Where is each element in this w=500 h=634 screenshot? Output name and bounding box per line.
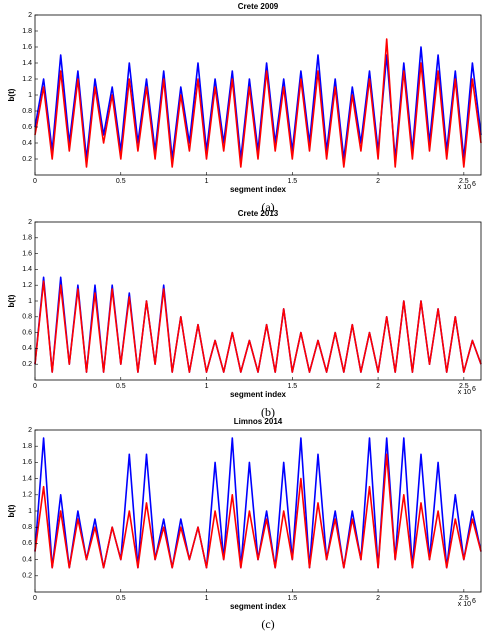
x-tick-label: 1.5 (287, 595, 297, 602)
y-tick-label: 1.6 (22, 459, 32, 466)
chart-title: Crete 2013 (238, 209, 279, 218)
x-axis-label: segment index (230, 602, 287, 611)
x-multiplier-exp: 6 (472, 598, 476, 605)
x-tick-label: 0 (33, 383, 37, 390)
y-axis-label: b(t) (7, 294, 16, 307)
x-multiplier: x 10 (458, 601, 471, 608)
y-tick-label: 1.8 (22, 235, 32, 242)
y-tick-label: 0.8 (22, 524, 32, 531)
x-multiplier-exp: 6 (472, 181, 476, 188)
x-tick-label: 1 (205, 178, 209, 185)
y-tick-label: 0.4 (22, 345, 32, 352)
y-tick-label: 0.2 (22, 156, 32, 163)
y-tick-label: 2 (28, 12, 32, 19)
x-tick-label: 2 (376, 595, 380, 602)
y-tick-label: 0.2 (22, 361, 32, 368)
plot-area (35, 430, 481, 592)
series-line (34, 280, 482, 373)
x-tick-label: 2.5 (459, 178, 469, 185)
y-tick-label: 1 (28, 92, 32, 99)
y-axis-label: b(t) (7, 504, 16, 517)
caption: (c) (261, 617, 274, 631)
y-tick-label: 0.2 (22, 573, 32, 580)
y-tick-label: 1.6 (22, 44, 32, 51)
y-tick-label: 0.4 (22, 556, 32, 563)
x-multiplier: x 10 (458, 184, 471, 191)
x-tick-label: 0.5 (116, 178, 126, 185)
caption: (a) (261, 200, 274, 214)
y-tick-label: 1.4 (22, 475, 32, 482)
x-tick-label: 2 (376, 178, 380, 185)
x-multiplier: x 10 (458, 389, 471, 396)
caption: (b) (261, 405, 275, 419)
y-tick-label: 0.6 (22, 540, 32, 547)
y-tick-label: 1.8 (22, 443, 32, 450)
x-tick-label: 0.5 (116, 383, 126, 390)
y-tick-label: 1 (28, 298, 32, 305)
y-tick-label: 0.8 (22, 108, 32, 115)
x-tick-label: 0 (33, 595, 37, 602)
x-tick-label: 2 (376, 383, 380, 390)
y-tick-label: 0.8 (22, 314, 32, 321)
y-tick-label: 1.2 (22, 76, 32, 83)
x-tick-label: 0.5 (116, 595, 126, 602)
series-line (34, 453, 482, 569)
x-tick-label: 1.5 (287, 178, 297, 185)
y-axis-label: b(t) (7, 88, 16, 101)
x-tick-label: 2.5 (459, 595, 469, 602)
y-tick-label: 2 (28, 219, 32, 226)
y-tick-label: 1.6 (22, 250, 32, 257)
y-tick-label: 1.2 (22, 282, 32, 289)
x-tick-label: 2.5 (459, 383, 469, 390)
x-tick-label: 1.5 (287, 383, 297, 390)
chart-title: Limnos 2014 (234, 417, 283, 426)
x-axis-label: segment index (230, 185, 287, 194)
x-multiplier-exp: 6 (472, 386, 476, 393)
x-tick-label: 0 (33, 178, 37, 185)
x-tick-label: 1 (205, 383, 209, 390)
y-tick-label: 1.4 (22, 60, 32, 67)
chart-title: Crete 2009 (238, 2, 279, 11)
y-tick-label: 0.4 (22, 140, 32, 147)
x-tick-label: 1 (205, 595, 209, 602)
y-tick-label: 0.6 (22, 329, 32, 336)
y-tick-label: 0.6 (22, 124, 32, 131)
y-tick-label: 1.8 (22, 28, 32, 35)
y-tick-label: 1.2 (22, 492, 32, 499)
series-line (34, 38, 482, 168)
plot-area (35, 222, 481, 380)
y-tick-label: 1 (28, 508, 32, 515)
y-tick-label: 2 (28, 427, 32, 434)
y-tick-label: 1.4 (22, 266, 32, 273)
x-axis-label: segment index (230, 390, 287, 399)
